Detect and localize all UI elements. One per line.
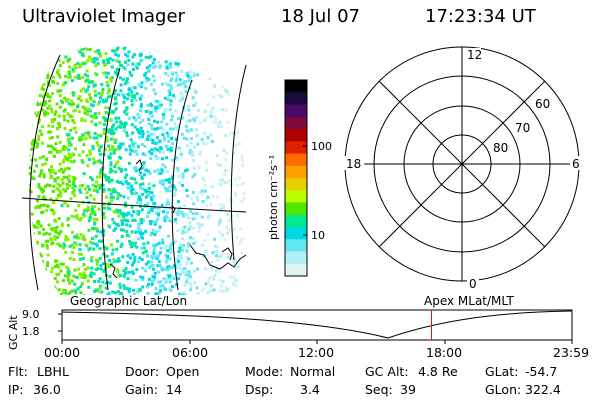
colorbar-segment [285,263,307,277]
door-value: Open [166,364,200,379]
mode-value: Normal [290,364,336,379]
aurora-image [28,45,246,295]
glon-label: GLon: [485,382,522,397]
glat-value: -54.7 [525,364,558,379]
colorbar: 100 10 photon cm⁻²s⁻¹ [267,79,332,277]
colorbar-segment [285,227,307,240]
seq-label: Seq: [365,382,393,397]
colorbar-segment [285,141,307,154]
colorbar-segment [285,239,307,252]
colorbar-segment [285,104,307,118]
ip-label: IP: [8,382,24,397]
x-tick-1200: 12:00 [298,345,335,360]
glon-value: 322.4 [525,382,561,397]
mlt-label-6: 6 [572,157,580,171]
flt-label: Flt: [8,364,28,379]
gain-value: 14 [166,382,182,397]
mlt-label-0: 0 [469,277,477,291]
colorbar-segment [285,178,307,191]
colorbar-segment [285,251,307,265]
instrument-title: Ultraviolet Imager [22,6,185,27]
mode-label: Mode: [245,364,284,379]
colorbar-tick-10: 10 [311,229,325,242]
altitude-timeline: GC Alt 9.0 1.8 [7,308,573,350]
apex-label: Apex MLat/MLT [424,294,514,308]
seq-value: 39 [400,382,416,397]
lat-label-60: 60 [535,97,550,111]
date-label: 18 Jul 07 [281,6,360,27]
mlt-label-18: 18 [346,157,361,171]
flt-value: LBHL [37,364,69,379]
timeline-y-label: GC Alt [7,315,20,350]
x-tick-0600: 06:00 [172,345,209,360]
dsp-label: Dsp: [245,382,274,397]
door-label: Door: [125,364,160,379]
colorbar-segment [285,153,307,167]
time-label: 17:23:34 UT [425,6,536,27]
lat-label-70: 70 [515,121,530,135]
lat-lon-grid [21,54,247,291]
lat-label-80: 80 [493,141,508,155]
y-tick-9: 9.0 [22,308,40,321]
y-tick-1.8: 1.8 [22,325,40,338]
colorbar-segment [285,92,307,105]
geographic-label: Geographic Lat/Lon [70,294,188,308]
gain-label: Gain: [125,382,158,397]
x-tick-2359: 23:59 [553,345,590,360]
geographic-map [21,45,247,295]
glat-label: GLat: [485,364,519,379]
colorbar-segment [285,202,307,216]
x-tick-0000: 00:00 [44,345,81,360]
altitude-curve [61,310,573,339]
colorbar-unit-label: photon cm⁻²s⁻¹ [267,155,280,240]
x-tick-1800: 18:00 [426,345,463,360]
colorbar-segment [285,214,307,228]
colorbar-segment [285,129,307,142]
ip-value: 36.0 [33,382,61,397]
colorbar-segment [285,80,307,93]
gc-alt-value: 4.8 Re [418,364,458,379]
mlt-label-12: 12 [467,48,482,62]
mlat-mlt-polar-plot: 12 18 6 0 60 70 80 [344,46,582,291]
dsp-value: 3.4 [300,382,320,397]
colorbar-segment [285,190,307,203]
gc-alt-label: GC Alt: [365,364,409,379]
colorbar-segment [285,116,307,130]
coastline [109,159,247,279]
colorbar-tick-100: 100 [311,140,332,153]
colorbar-segment [285,165,307,179]
